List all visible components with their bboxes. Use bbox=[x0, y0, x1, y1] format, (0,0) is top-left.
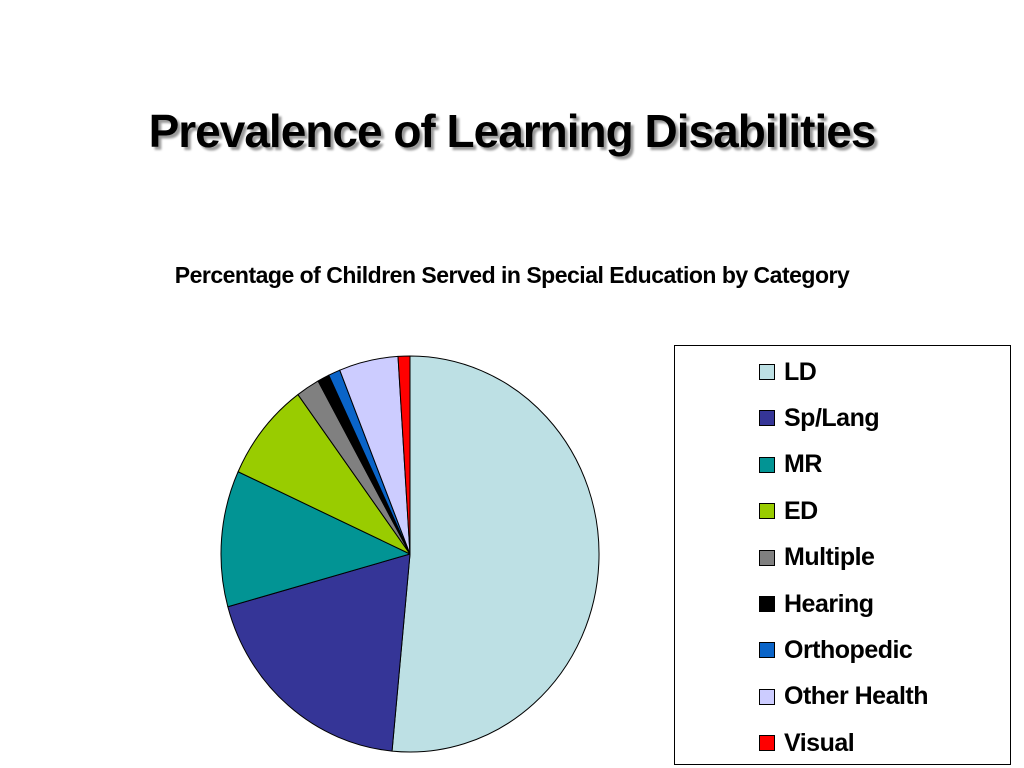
legend-swatch-sp-lang bbox=[759, 410, 775, 427]
legend-item-multiple: Multiple bbox=[759, 543, 875, 573]
legend-label-multiple: Multiple bbox=[784, 543, 875, 572]
legend-label-hearing: Hearing bbox=[784, 589, 874, 618]
legend-label-sp-lang: Sp/Lang bbox=[784, 403, 880, 432]
legend-item-ed: ED bbox=[759, 496, 818, 526]
legend-label-ld: LD bbox=[784, 357, 817, 386]
pie-slice-visual bbox=[397, 355, 411, 555]
legend-item-visual: Visual bbox=[759, 728, 855, 758]
chart-subtitle: Percentage of Children Served in Special… bbox=[174, 262, 850, 288]
legend-label-ed: ED bbox=[784, 496, 818, 525]
pie-slice-ld bbox=[391, 355, 600, 753]
legend-swatch-multiple bbox=[759, 549, 775, 566]
legend-swatch-ed bbox=[759, 503, 775, 520]
legend-label-visual: Visual bbox=[784, 728, 855, 757]
legend-swatch-hearing bbox=[759, 596, 775, 612]
legend-item-hearing: Hearing bbox=[759, 589, 874, 619]
legend-label-other-health: Other Health bbox=[784, 682, 929, 711]
legend-swatch-ld bbox=[759, 364, 775, 380]
slide-title: Prevalence of Learning Disabilities bbox=[148, 105, 877, 157]
legend-item-orthopedic: Orthopedic bbox=[759, 635, 913, 665]
legend-item-sp-lang: Sp/Lang bbox=[759, 403, 880, 433]
legend-swatch-visual bbox=[759, 735, 775, 752]
legend-swatch-mr bbox=[759, 456, 775, 473]
pie-slice-sp-lang bbox=[227, 553, 411, 752]
legend-label-mr: MR bbox=[784, 450, 822, 479]
legend-item-other-health: Other Health bbox=[759, 682, 929, 712]
chart-legend: LD Sp/Lang MR ED Multiple Hearing Orthopedic Ot… bbox=[674, 345, 1011, 765]
legend-label-orthopedic: Orthopedic bbox=[784, 635, 913, 664]
legend-item-ld: LD bbox=[759, 357, 817, 387]
legend-swatch-other-health bbox=[759, 688, 775, 705]
pie-slice-mr bbox=[220, 471, 411, 608]
legend-item-mr: MR bbox=[759, 450, 822, 480]
pie-slice-ed bbox=[237, 394, 411, 555]
legend-swatch-orthopedic bbox=[759, 642, 775, 659]
